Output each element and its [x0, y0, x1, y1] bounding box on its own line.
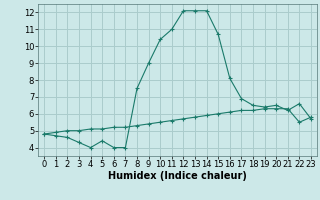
X-axis label: Humidex (Indice chaleur): Humidex (Indice chaleur) [108, 171, 247, 181]
